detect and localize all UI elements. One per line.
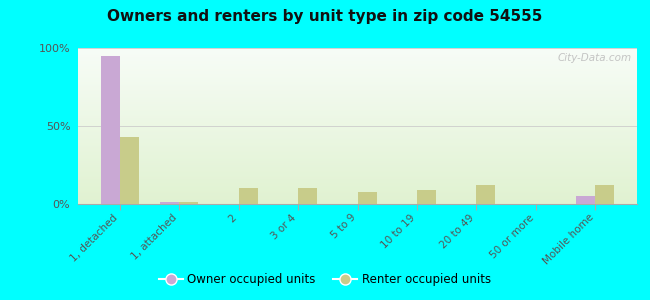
Bar	[179, 202, 198, 204]
Text: City-Data.com: City-Data.com	[557, 53, 631, 63]
Text: Owners and renters by unit type in zip code 54555: Owners and renters by unit type in zip c…	[107, 9, 543, 24]
Bar	[239, 188, 257, 204]
Bar	[577, 196, 595, 204]
Bar	[101, 56, 120, 204]
Bar	[417, 190, 436, 204]
Legend: Owner occupied units, Renter occupied units: Owner occupied units, Renter occupied un…	[154, 269, 496, 291]
Bar	[595, 185, 614, 204]
Bar	[120, 137, 138, 204]
Bar	[160, 202, 179, 204]
Bar	[298, 188, 317, 204]
Bar	[476, 185, 495, 204]
Bar	[358, 191, 376, 204]
